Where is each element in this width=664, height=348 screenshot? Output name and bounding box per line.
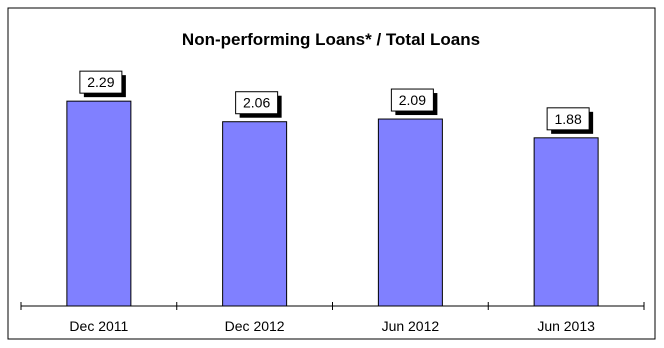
data-label-box	[235, 91, 279, 115]
bar	[533, 137, 599, 307]
chart-title: Non-performing Loans* / Total Loans	[182, 30, 480, 49]
data-label-box	[79, 70, 123, 94]
data-label: 2.06	[243, 95, 270, 111]
x-tick-label: Jun 2013	[537, 318, 595, 334]
x-tick-label: Dec 2012	[225, 318, 285, 334]
data-label: 2.29	[87, 74, 114, 90]
plot-area: 2.29 Dec 2011 2.06 Dec 2012 2.09 Jun 2012 1.88…	[20, 70, 645, 334]
data-label: 2.09	[399, 92, 426, 108]
data-label-box	[390, 88, 434, 112]
bar	[222, 121, 288, 307]
data-label-box	[546, 107, 590, 131]
data-label: 1.88	[555, 111, 582, 127]
x-tick-label: Jun 2012	[382, 318, 440, 334]
bar	[66, 100, 132, 307]
x-tick-label: Dec 2011	[69, 318, 128, 334]
bar	[377, 118, 443, 307]
